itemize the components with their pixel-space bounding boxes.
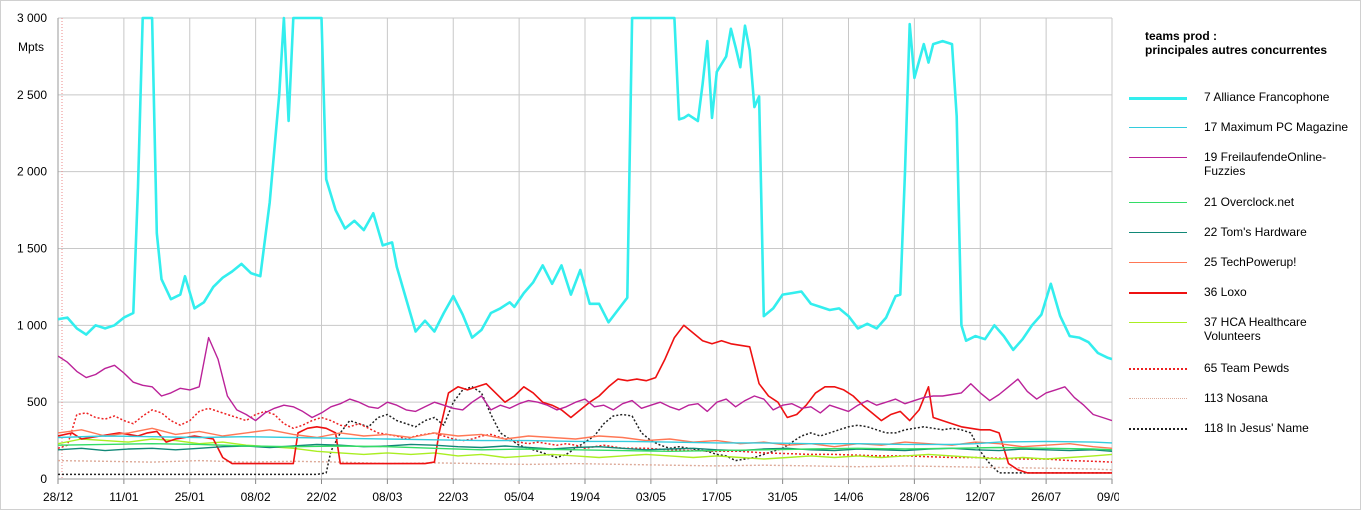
x-tick-label: 09/08 <box>1097 490 1119 504</box>
y-tick-label: 1 000 <box>17 318 47 332</box>
legend: teams prod : principales autres concurre… <box>1119 1 1361 509</box>
legend-label: 37 HCA Healthcare Volunteers <box>1204 315 1307 343</box>
x-tick-label: 03/05 <box>636 490 666 504</box>
x-tick-label: 26/07 <box>1031 490 1061 504</box>
series-line <box>58 407 1112 463</box>
legend-label: 22 Tom's Hardware <box>1204 225 1307 239</box>
x-tick-label: 11/01 <box>109 490 138 504</box>
series-line <box>58 435 1112 446</box>
y-tick-label: 1 500 <box>17 242 47 256</box>
series-line <box>58 324 1112 474</box>
x-tick-label: 22/02 <box>306 490 336 504</box>
x-tick-label: 14/06 <box>833 490 863 504</box>
legend-swatch <box>1129 398 1187 399</box>
legend-title: teams prod : principales autres concurre… <box>1145 29 1328 57</box>
legend-label: 65 Team Pewds <box>1204 361 1290 375</box>
series-line <box>58 443 1112 452</box>
legend-label: 17 Maximum PC Magazine <box>1204 120 1349 134</box>
y-axis-label: Mpts <box>18 40 44 54</box>
legend-swatch <box>1129 202 1187 203</box>
series-line <box>58 336 1112 422</box>
legend-label: 25 TechPowerup! <box>1204 255 1297 269</box>
series-line <box>58 459 1112 471</box>
x-tick-label: 08/02 <box>241 490 271 504</box>
x-tick-label: 28/06 <box>899 490 929 504</box>
legend-swatch <box>1129 262 1187 263</box>
legend-label: 36 Loxo <box>1204 285 1247 299</box>
x-tick-label: 28/12 <box>43 490 73 504</box>
legend-label: 7 Alliance Francophone <box>1204 90 1330 104</box>
legend-swatch <box>1129 322 1187 323</box>
x-tick-label: 05/04 <box>504 490 534 504</box>
legend-swatch <box>1129 97 1187 100</box>
series-line <box>58 386 1112 476</box>
legend-swatch <box>1129 428 1187 430</box>
legend-label: 113 Nosana <box>1204 391 1268 405</box>
y-tick-label: 2 500 <box>17 88 47 102</box>
x-tick-label: 31/05 <box>768 490 798 504</box>
legend-swatch <box>1129 127 1187 128</box>
y-tick-label: 500 <box>27 395 47 409</box>
legend-swatch <box>1129 368 1187 370</box>
x-tick-label: 19/04 <box>570 490 600 504</box>
legend-swatch <box>1129 232 1187 233</box>
y-tick-label: 0 <box>40 472 47 486</box>
legend-label: 19 FreilaufendeOnline-Fuzzies <box>1204 150 1327 178</box>
x-tick-label: 22/03 <box>438 490 468 504</box>
legend-swatch <box>1129 157 1187 158</box>
series-line <box>58 438 1112 460</box>
series-line <box>58 16 1112 361</box>
y-tick-label: 2 000 <box>17 165 47 179</box>
legend-label: 21 Overclock.net <box>1204 195 1295 209</box>
legend-label: 118 In Jesus' Name <box>1204 421 1309 435</box>
line-chart: 0 500 1 000 1 500 2 000 2 500 3 000 28/12 11/01 2… <box>17 11 1119 504</box>
x-tick-label: 12/07 <box>965 490 995 504</box>
x-tick-label: 25/01 <box>175 490 205 504</box>
y-tick-label: 3 000 <box>17 11 47 25</box>
x-tick-label: 17/05 <box>702 490 732 504</box>
legend-swatch <box>1129 292 1187 294</box>
x-tick-label: 08/03 <box>372 490 402 504</box>
